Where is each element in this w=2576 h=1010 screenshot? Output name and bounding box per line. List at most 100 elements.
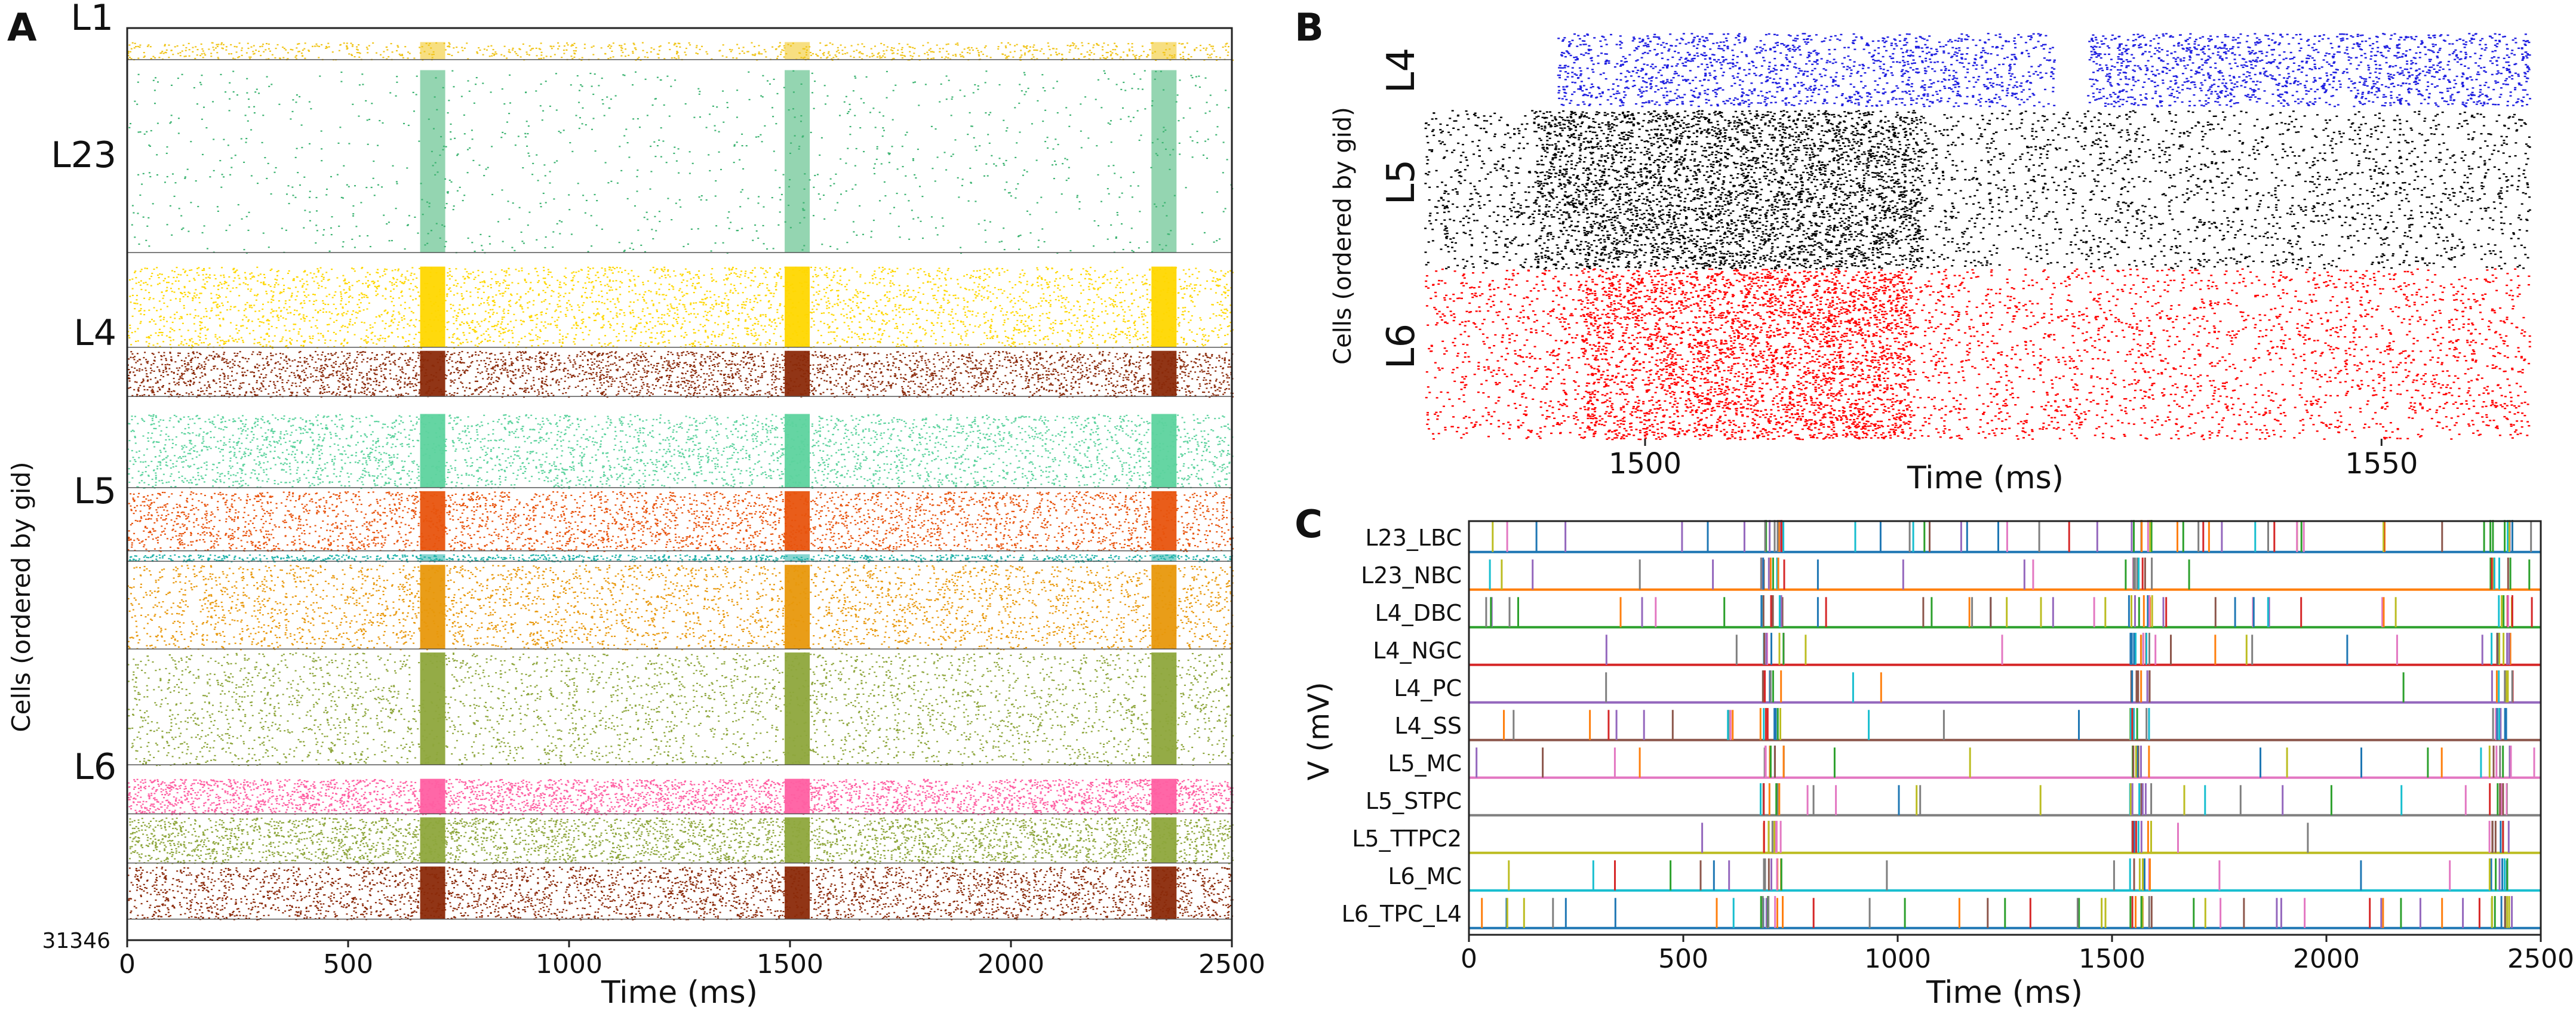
burst-column — [1151, 652, 1176, 765]
burst-column — [420, 70, 445, 253]
burst-column — [785, 565, 810, 649]
x-tick-label: 0 — [1461, 944, 1477, 974]
panel-c-traces — [1469, 520, 2541, 928]
raster-band — [127, 779, 1233, 815]
trace-label: L6_TPC_L4 — [1342, 901, 1462, 927]
layer-label-l5: L5 — [73, 470, 116, 512]
trace-label: L4_NGC — [1373, 638, 1462, 664]
x-tick-label: 1000 — [1864, 944, 1931, 974]
raster-series-l5 — [1424, 110, 2531, 269]
x-tick-label: 2000 — [2293, 944, 2360, 974]
raster-band — [127, 565, 1234, 650]
burst-column — [1151, 867, 1176, 919]
x-tick-label: 1000 — [536, 949, 602, 980]
burst-column — [785, 817, 810, 863]
burst-column — [1151, 817, 1176, 863]
x-tick-label: 1500 — [757, 949, 823, 980]
raster-band — [127, 267, 1234, 349]
trace-label: L23_LBC — [1365, 525, 1462, 551]
burst-column — [785, 351, 810, 396]
raster-band — [128, 491, 1234, 552]
panel-a-ytick-top: 31346 — [42, 929, 110, 953]
panel-c-trace-labels: L23_LBCL23_NBCL4_DBCL4_NGCL4_PCL4_SSL5_M… — [1342, 525, 1462, 927]
trace-l6-tpc-l4 — [1469, 896, 2541, 928]
burst-column — [785, 42, 810, 60]
panel-letter-b: B — [1295, 6, 1324, 50]
burst-column — [420, 42, 445, 60]
panel-b-raster — [1424, 33, 2531, 440]
panel-a-ylabel: Cells (ordered by gid) — [7, 461, 36, 732]
raster-band — [127, 42, 1234, 61]
burst-column — [1151, 414, 1176, 488]
burst-column — [420, 779, 445, 814]
burst-column — [420, 351, 445, 396]
burst-column — [1151, 267, 1176, 347]
burst-column — [785, 70, 810, 253]
burst-column — [1151, 351, 1176, 396]
burst-column — [785, 652, 810, 765]
raster-band — [127, 351, 1234, 398]
trace-l4-dbc — [1469, 595, 2541, 627]
burst-column — [420, 267, 445, 347]
trace-l5-mc — [1469, 746, 2541, 778]
trace-l4-ngc — [1469, 633, 2541, 665]
burst-column — [785, 414, 810, 488]
layer-label-l1: L1 — [70, 0, 113, 39]
trace-l23-nbc — [1469, 558, 2541, 590]
raster-band — [128, 867, 1234, 920]
x-tick-label: 500 — [1658, 944, 1708, 974]
panel-a-raster — [127, 42, 1234, 920]
trace-label: L23_NBC — [1361, 562, 1462, 589]
panel-c: 0 500 1000 1500 2000 2500 L23_LBCL23_NBCL4_DB… — [1302, 520, 2574, 1010]
x-tick-label: 2500 — [1198, 949, 1265, 980]
panel-c-xlabel: Time (ms) — [1926, 975, 2083, 1010]
trace-l6-mc — [1469, 858, 2541, 891]
burst-column — [1151, 42, 1176, 60]
raster-band — [128, 652, 1234, 766]
panel-letter-c: C — [1295, 503, 1323, 547]
trace-label: L6_MC — [1388, 863, 1462, 889]
burst-column — [785, 491, 810, 551]
raster-series-l6 — [1425, 269, 2531, 441]
trace-label: L4_PC — [1394, 675, 1462, 701]
trace-l5-ttpc2 — [1469, 821, 2541, 853]
burst-column — [420, 414, 445, 488]
burst-column — [1151, 565, 1176, 649]
panel-letter-a: A — [7, 6, 37, 50]
panel-a-x-ticks: 0 500 1000 1500 2000 2500 — [119, 940, 1265, 980]
burst-column — [420, 867, 445, 919]
panel-b-xlabel: Time (ms) — [1907, 460, 2064, 496]
panel-c-ylabel: V (mV) — [1302, 682, 1336, 780]
burst-column — [420, 491, 445, 551]
raster-series-l4 — [1557, 33, 2531, 107]
trace-l4-pc — [1469, 670, 2541, 703]
panel-b: 1500 1550 Time (ms) Cells (ordered by gid… — [1329, 33, 2531, 496]
x-tick-label: 1500 — [1609, 447, 1682, 481]
burst-column — [420, 652, 445, 765]
panel-c-frame — [1469, 521, 2541, 935]
burst-column — [420, 565, 445, 649]
trace-label: L4_DBC — [1375, 600, 1462, 626]
panel-a-frame — [127, 28, 1232, 940]
burst-column — [420, 555, 445, 562]
burst-column — [785, 267, 810, 347]
trace-l23-lbc — [1469, 520, 2541, 552]
trace-l5-stpc — [1469, 783, 2541, 815]
raster-band — [128, 70, 1233, 254]
x-tick-label: 2000 — [977, 949, 1044, 980]
burst-column — [1151, 491, 1176, 551]
panel-b-label-l4: L4 — [1379, 48, 1424, 93]
trace-l4-ss — [1469, 708, 2541, 740]
panel-b-label-l6: L6 — [1379, 324, 1424, 369]
burst-column — [785, 867, 810, 919]
layer-label-l6: L6 — [73, 746, 116, 788]
trace-label: L5_STPC — [1366, 788, 1462, 814]
panel-a-xlabel: Time (ms) — [601, 975, 758, 1010]
x-tick-label: 1500 — [2079, 944, 2145, 974]
burst-column — [1151, 779, 1176, 814]
x-tick-label: 500 — [323, 949, 373, 980]
panel-b-ylabel: Cells (ordered by gid) — [1329, 107, 1357, 365]
raster-band — [129, 817, 1234, 864]
burst-column — [785, 779, 810, 814]
burst-column — [420, 817, 445, 863]
